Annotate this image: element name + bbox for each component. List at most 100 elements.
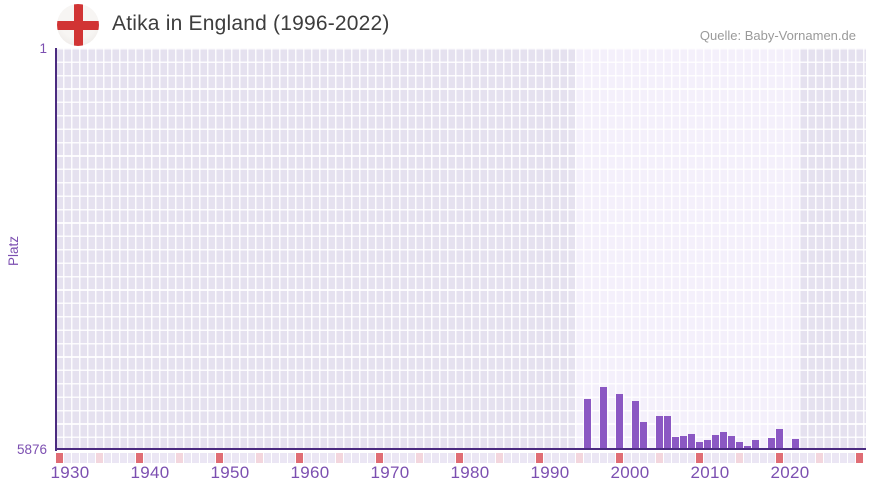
year-tick [103,452,111,463]
x-axis-label: 1940 [130,463,170,482]
year-tick [663,452,671,463]
year-tick [223,452,231,463]
bar-1996 [583,398,591,449]
year-tick [431,452,439,463]
year-tick [839,452,847,463]
decade-tick [775,452,783,463]
bar-2002 [631,401,639,449]
year-tick [183,452,191,463]
decade-tick [455,452,463,463]
year-tick [807,452,815,463]
year-tick [79,452,87,463]
year-tick [607,452,615,463]
x-axis-label: 1970 [370,463,410,482]
five-year-tick [735,452,743,463]
year-tick [343,452,351,463]
five-year-tick [815,452,823,463]
x-axis-label: 2020 [770,463,810,482]
decade-tick [535,452,543,463]
year-tick [247,452,255,463]
bar-2015 [735,441,743,449]
x-axis-label: 2000 [610,463,650,482]
year-tick [559,452,567,463]
year-tick [263,452,271,463]
year-tick [519,452,527,463]
year-tick [87,452,95,463]
year-tick [367,452,375,463]
year-tick [271,452,279,463]
x-axis-label: 1960 [290,463,330,482]
y-axis-max-label: 1 [39,41,47,56]
year-tick [311,452,319,463]
year-tick [63,452,71,463]
year-tick [471,452,479,463]
year-tick [751,452,759,463]
bar-2019 [767,438,775,449]
bar-2005 [655,416,663,449]
year-tick [623,452,631,463]
year-tick [279,452,287,463]
y-axis-min-label: 5876 [16,442,47,457]
year-tick [447,452,455,463]
decade-tick [135,452,143,463]
year-tick [439,452,447,463]
bar-1998 [599,387,607,449]
bar-2003 [639,421,647,449]
bar-2014 [727,436,735,449]
five-year-tick [175,452,183,463]
year-tick [767,452,775,463]
bar-2007 [671,437,679,449]
five-year-tick [255,452,263,463]
year-tick [359,452,367,463]
year-tick [511,452,519,463]
year-tick [463,452,471,463]
x-axis-label: 1990 [530,463,570,482]
year-tick [407,452,415,463]
decade-tick [375,452,383,463]
year-tick [847,452,855,463]
decade-tick [215,452,223,463]
x-axis-label: 1950 [210,463,250,482]
year-tick [423,452,431,463]
year-tick [127,452,135,463]
decade-tick [695,452,703,463]
year-tick [167,452,175,463]
x-axis-line [55,448,866,450]
five-year-tick [575,452,583,463]
bar-2011 [703,440,711,449]
bar-2009 [687,433,695,449]
year-tick [679,452,687,463]
decade-tick [855,452,863,463]
year-tick [319,452,327,463]
year-tick [567,452,575,463]
x-axis-label: 1930 [50,463,90,482]
england-flag-icon [57,4,99,46]
year-tick [711,452,719,463]
five-year-tick [335,452,343,463]
page-title: Atika in England (1996-2022) [112,12,390,35]
year-tick [719,452,727,463]
year-tick [791,452,799,463]
year-tick [119,452,127,463]
bar-2016 [743,445,751,449]
year-tick [543,452,551,463]
year-tick [239,452,247,463]
bar-2022 [791,439,799,449]
year-tick [151,452,159,463]
year-tick [303,452,311,463]
year-tick [159,452,167,463]
year-tick [111,452,119,463]
year-tick [199,452,207,463]
bar-2020 [775,429,783,449]
year-tick [743,452,751,463]
decade-tick [55,452,63,463]
year-tick [599,452,607,463]
year-tick [823,452,831,463]
plot-area [55,48,866,451]
decade-tick [295,452,303,463]
year-tick [207,452,215,463]
year-tick [639,452,647,463]
year-tick [479,452,487,463]
year-tick [527,452,535,463]
